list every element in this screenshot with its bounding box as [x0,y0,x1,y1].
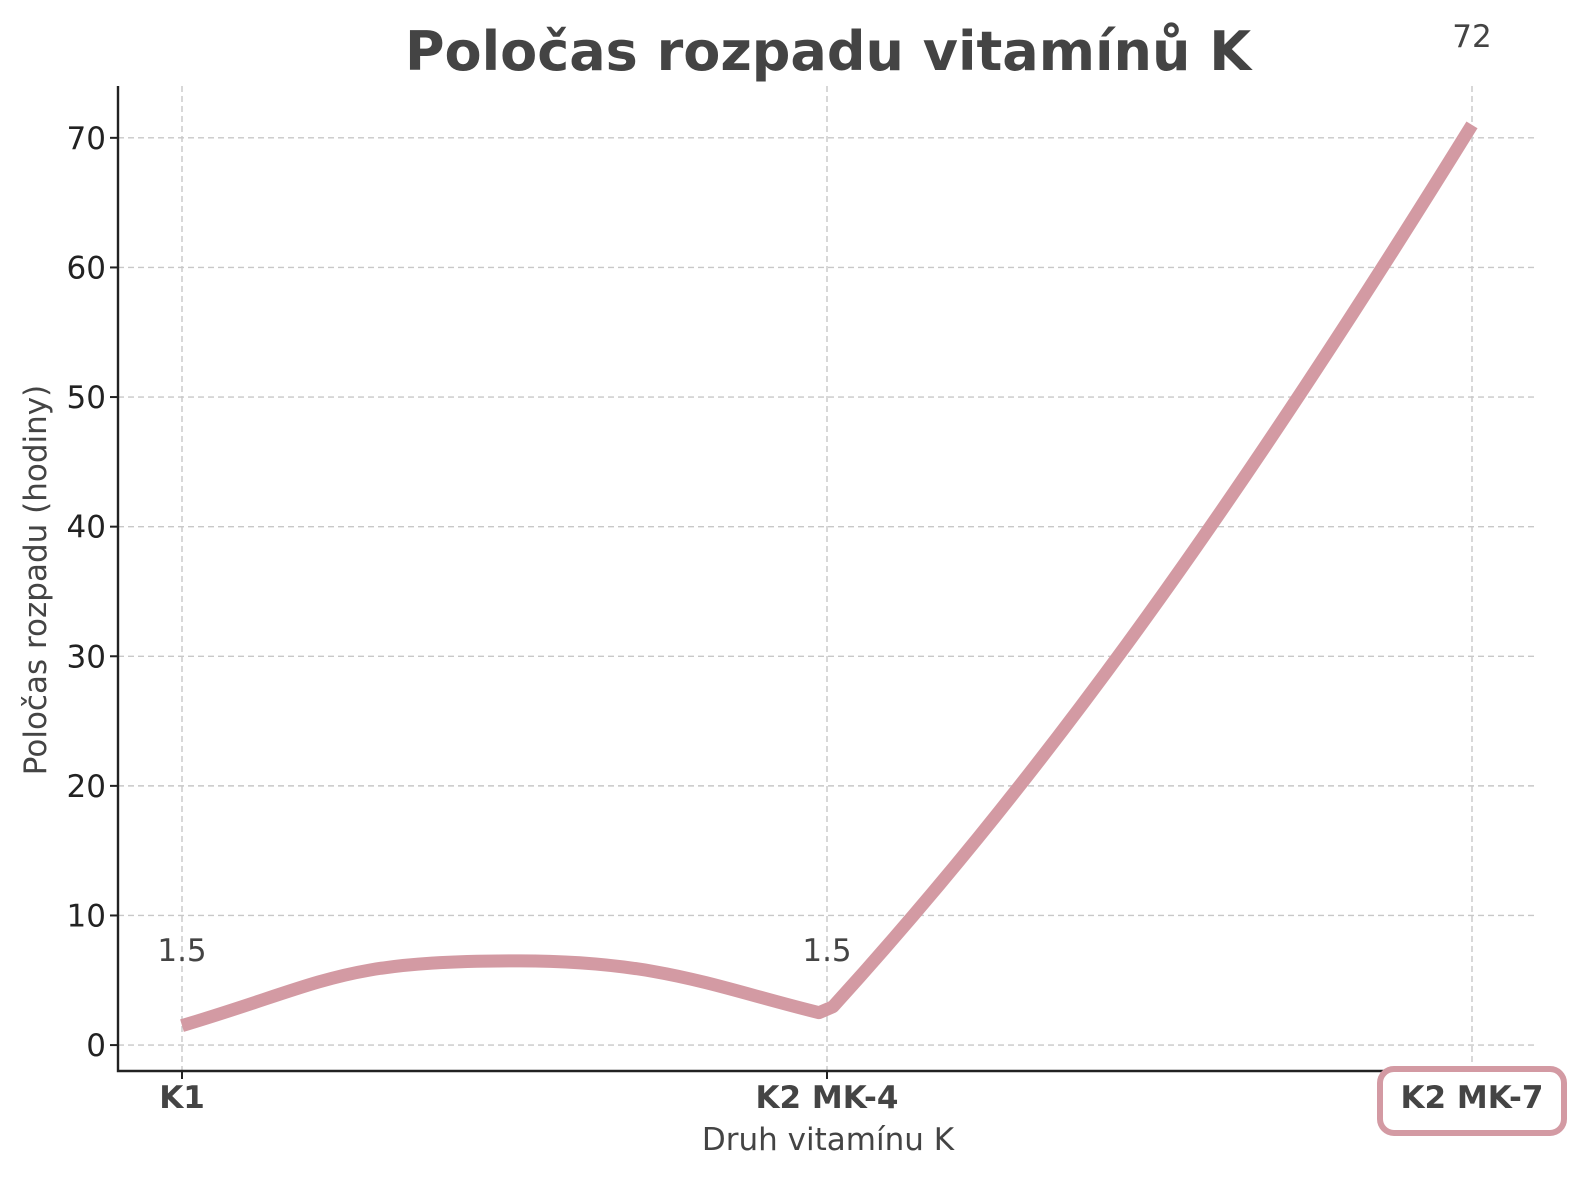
data-label: 72 [1452,19,1491,55]
y-tick-label: 40 [67,510,106,546]
grid-layer [118,86,1535,1071]
series-layer [180,121,1478,1032]
y-tick-label: 10 [67,898,106,934]
x-tick-label: K2 MK-4 [756,1080,899,1116]
x-axis-label: Druh vitamínu K [702,1122,955,1158]
x-tick-label: K2 MK-7 [1401,1080,1544,1116]
data-label: 1.5 [157,933,206,969]
y-tick-label: 30 [67,639,106,675]
axes-layer [110,86,1535,1079]
labels-layer: 0 10 20 30 40 50 60 70 1.5 1.5 72 K1 K2 MK-4 K2 MK-7 [67,19,1567,1136]
highlight-box [1377,1066,1567,1136]
y-axis-label: Poločas rozpadu (hodiny) [18,385,54,775]
y-tick-label: 50 [67,380,106,416]
y-tick-label: 0 [86,1028,106,1064]
chart-title: Poločas rozpadu vitamínů K [405,20,1253,83]
data-label: 1.5 [802,933,851,969]
axis-spines [116,86,1535,1073]
y-tick-label: 60 [67,250,106,286]
series-line [180,121,1478,1032]
x-tick-label: K1 [159,1080,205,1116]
y-tick-label: 20 [67,769,106,805]
y-tick-label: 70 [67,121,106,157]
